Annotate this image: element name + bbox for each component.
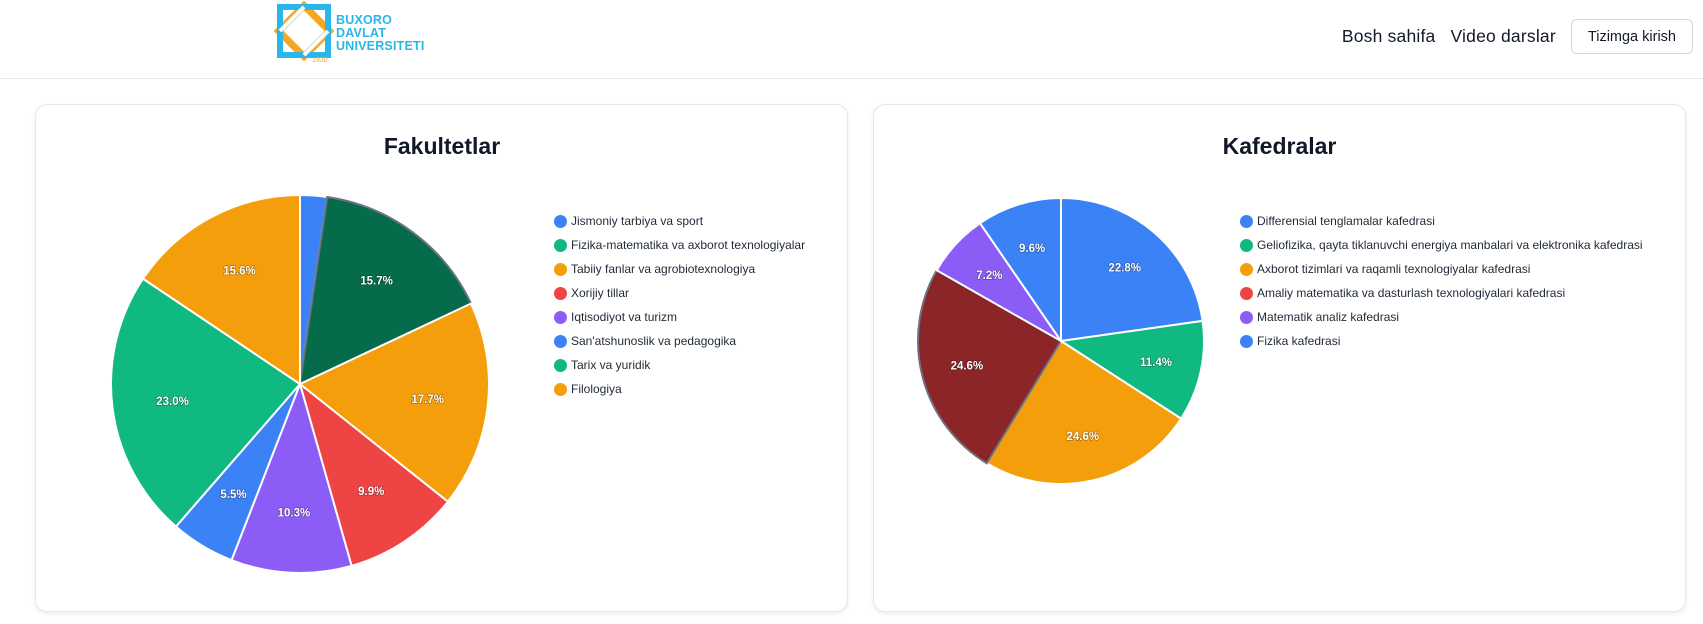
faculties-legend-label-6: Tarix va yuridik xyxy=(571,358,651,372)
faculties-slice-label-5: 5.5% xyxy=(220,489,246,501)
faculties-slice-label-3: 9.9% xyxy=(358,486,384,498)
departments-legend-swatch-4 xyxy=(1240,310,1253,324)
departments-legend-swatch-3 xyxy=(1240,286,1253,300)
faculties-legend-swatch-5 xyxy=(554,334,567,348)
faculties-legend-label-5: San'atshunoslik va pedagogika xyxy=(571,334,737,348)
departments-slice-0[interactable] xyxy=(1060,196,1204,343)
faculties-legend-label-1: Fizika-matematika va axborot texnologiya… xyxy=(571,238,806,252)
departments-slice-label-3: 24.6% xyxy=(951,360,984,372)
faculties-legend-swatch-7 xyxy=(554,382,567,396)
departments-chart-title: Kafedralar xyxy=(1222,133,1337,159)
faculties-legend-item-1[interactable]: Fizika-matematika va axborot texnologiya… xyxy=(554,233,805,257)
departments-slice-label-1: 11.4% xyxy=(1140,357,1172,369)
logo-year: 1930 xyxy=(312,57,328,64)
logo-line-1: BUXORO xyxy=(336,13,393,27)
departments-legend-swatch-2 xyxy=(1240,262,1253,276)
faculties-legend-item-6[interactable]: Tarix va yuridik xyxy=(554,353,805,377)
departments-legend-label-3: Amaliy matematika va dasturlash texnolog… xyxy=(1257,286,1566,300)
departments-slice-5[interactable] xyxy=(978,196,1062,345)
faculties-legend-item-2[interactable]: Tabiiy fanlar va agrobiotexnologiya xyxy=(554,257,805,281)
faculties-legend-swatch-1 xyxy=(554,238,567,252)
faculties-slice-7[interactable] xyxy=(141,193,301,386)
departments-legend-item-5[interactable]: Fizika kafedrasi xyxy=(1240,329,1643,353)
faculties-legend-swatch-6 xyxy=(554,358,567,372)
departments-legend-label-4: Matematik analiz kafedrasi xyxy=(1257,310,1400,324)
departments-legend-item-1[interactable]: Geliofizika, qayta tiklanuvchi energiya … xyxy=(1240,233,1643,257)
departments-slice-label-2: 24.6% xyxy=(1066,431,1099,443)
faculties-chart-title: Fakultetlar xyxy=(383,133,501,159)
departments-chart-card: Kafedralar 22.8% 11.4% 24.6% 24.6% 7.2% 9.6% … xyxy=(873,104,1686,612)
faculties-slice-1[interactable] xyxy=(298,195,473,386)
faculties-slice-label-6: 23.0% xyxy=(156,396,189,408)
logo-line-3: UNIVERSITETI xyxy=(336,39,425,53)
faculties-legend-swatch-4 xyxy=(554,310,567,324)
faculties-legend-label-7: Filologiya xyxy=(571,382,622,396)
departments-slice-3[interactable] xyxy=(917,268,1063,465)
faculties-legend-item-3[interactable]: Xorijiy tillar xyxy=(554,281,805,305)
logo-emblem-icon xyxy=(274,1,334,61)
departments-legend-item-3[interactable]: Amaliy matematika va dasturlash texnolog… xyxy=(1240,281,1643,305)
faculties-legend-item-0[interactable]: Jismoniy tarbiya va sport xyxy=(554,209,805,233)
departments-legend-swatch-5 xyxy=(1240,334,1253,348)
faculties-legend-swatch-2 xyxy=(554,262,567,276)
departments-legend: Differensial tenglamalar kafedrasi Geliof… xyxy=(1240,209,1643,353)
departments-legend-label-5: Fizika kafedrasi xyxy=(1257,334,1341,348)
faculties-slice-label-1: 15.7% xyxy=(360,276,393,288)
departments-pie-chart: 22.8% 11.4% 24.6% 24.6% 7.2% 9.6% xyxy=(917,196,1205,485)
login-button[interactable]: Tizimga kirish xyxy=(1570,19,1693,54)
departments-legend-label-1: Geliofizika, qayta tiklanuvchi energiya … xyxy=(1257,238,1643,252)
nav-home-link[interactable]: Bosh sahifa xyxy=(1341,26,1436,46)
departments-slice-label-4: 7.2% xyxy=(976,270,1002,282)
faculties-slice-label-7: 15.6% xyxy=(223,266,256,278)
main-nav: Bosh sahifa Video darslar Tizimga kirish xyxy=(1342,19,1693,54)
departments-legend-swatch-1 xyxy=(1240,238,1253,252)
departments-legend-item-4[interactable]: Matematik analiz kafedrasi xyxy=(1240,305,1643,329)
faculties-legend-item-7[interactable]: Filologiya xyxy=(554,377,805,401)
faculties-legend-swatch-0 xyxy=(554,214,567,228)
departments-legend-item-0[interactable]: Differensial tenglamalar kafedrasi xyxy=(1240,209,1643,233)
faculties-legend-item-4[interactable]: Iqtisodiyot va turizm xyxy=(554,305,805,329)
faculties-legend: Jismoniy tarbiya va sport Fizika-matemati… xyxy=(554,209,805,401)
faculties-legend-label-4: Iqtisodiyot va turizm xyxy=(571,310,678,324)
faculties-chart-card: Fakultetlar 15.7% 17.7% 9.9% 10.3% 5.5% 23.0%… xyxy=(35,104,848,612)
faculties-pie-chart: 15.7% 17.7% 9.9% 10.3% 5.5% 23.0% 15.6% xyxy=(110,193,490,574)
faculties-slice-label-2: 17.7% xyxy=(411,394,444,406)
departments-legend-item-2[interactable]: Axborot tizimlari va raqamli texnologiya… xyxy=(1240,257,1643,281)
faculties-legend-label-2: Tabiiy fanlar va agrobiotexnologiya xyxy=(571,262,756,276)
faculties-legend-item-5[interactable]: San'atshunoslik va pedagogika xyxy=(554,329,805,353)
departments-slice-label-0: 22.8% xyxy=(1108,263,1141,275)
faculties-slice-6[interactable] xyxy=(110,277,302,528)
top-header: BUXORO DAVLAT UNIVERSITETI 1930 Bosh sah… xyxy=(0,0,1703,79)
nav-videos-link[interactable]: Video darslar xyxy=(1450,26,1556,46)
faculties-slice-label-4: 10.3% xyxy=(278,507,311,519)
faculties-legend-swatch-3 xyxy=(554,286,567,300)
departments-legend-swatch-0 xyxy=(1240,214,1253,228)
faculties-slice-3[interactable] xyxy=(298,381,450,568)
faculties-legend-label-0: Jismoniy tarbiya va sport xyxy=(571,214,704,228)
faculties-slice-2[interactable] xyxy=(298,302,490,504)
departments-slice-1[interactable] xyxy=(1058,319,1205,421)
faculties-legend-label-3: Xorijiy tillar xyxy=(571,286,630,300)
faculties-slice-4[interactable] xyxy=(230,380,353,574)
departments-slice-2[interactable] xyxy=(985,339,1183,485)
departments-legend-label-2: Axborot tizimlari va raqamli texnologiya… xyxy=(1257,262,1531,276)
departments-legend-label-0: Differensial tenglamalar kafedrasi xyxy=(1257,214,1435,228)
logo-text: BUXORO DAVLAT UNIVERSITETI xyxy=(336,14,425,53)
departments-slice-label-5: 9.6% xyxy=(1019,243,1045,255)
university-logo[interactable]: BUXORO DAVLAT UNIVERSITETI 1930 xyxy=(274,1,474,67)
logo-line-2: DAVLAT xyxy=(336,26,387,40)
